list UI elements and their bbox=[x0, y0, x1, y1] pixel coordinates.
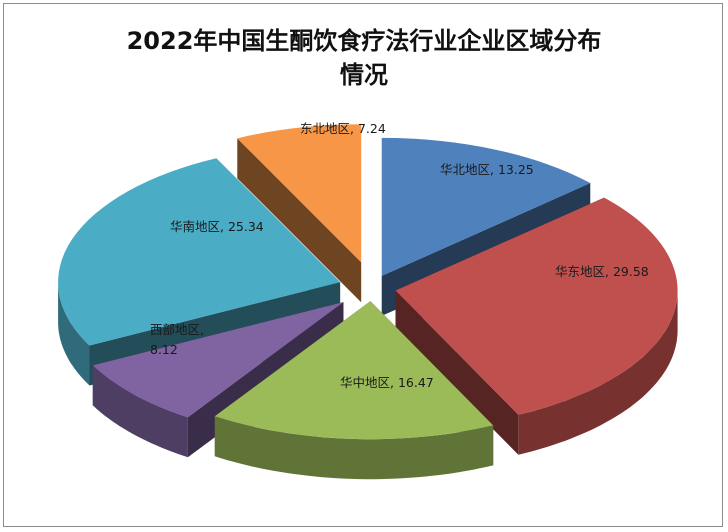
pie-slice-rim bbox=[518, 290, 678, 455]
slice-data-label-line2: 8.12 bbox=[150, 342, 178, 357]
pie-slice bbox=[214, 301, 494, 440]
slice-data-label: 东北地区, 7.24 bbox=[300, 121, 386, 136]
slice-data-label: 华南地区, 25.34 bbox=[170, 219, 264, 234]
pie-slice-rim bbox=[92, 365, 188, 458]
pie-slice bbox=[58, 158, 341, 346]
pie-slice-cut-start bbox=[237, 138, 362, 303]
slice-data-label: 西部地区, bbox=[150, 322, 204, 337]
chart-title-line2: 情况 bbox=[340, 61, 388, 89]
pie-slice-cut-end bbox=[395, 290, 519, 455]
pie-slice-rim bbox=[214, 416, 494, 480]
chart-title-line1: 2022年中国生酮饮食疗法行业企业区域分布 bbox=[126, 27, 602, 55]
slice-data-label: 华东地区, 29.58 bbox=[555, 264, 649, 279]
slice-data-label: 华北地区, 13.25 bbox=[440, 162, 534, 177]
pie-slice bbox=[92, 302, 344, 418]
pie-slice-group bbox=[237, 124, 362, 303]
slice-data-label: 华中地区, 16.47 bbox=[340, 375, 434, 390]
chart-title: 2022年中国生酮饮食疗法行业企业区域分布 情况 bbox=[0, 24, 728, 92]
pie-slice bbox=[395, 197, 678, 415]
pie-slice-group bbox=[395, 197, 678, 455]
pie-slice bbox=[381, 137, 591, 276]
pie-slice-rim bbox=[58, 282, 90, 386]
pie-slice bbox=[237, 124, 362, 263]
pie-slice-group bbox=[214, 301, 494, 480]
